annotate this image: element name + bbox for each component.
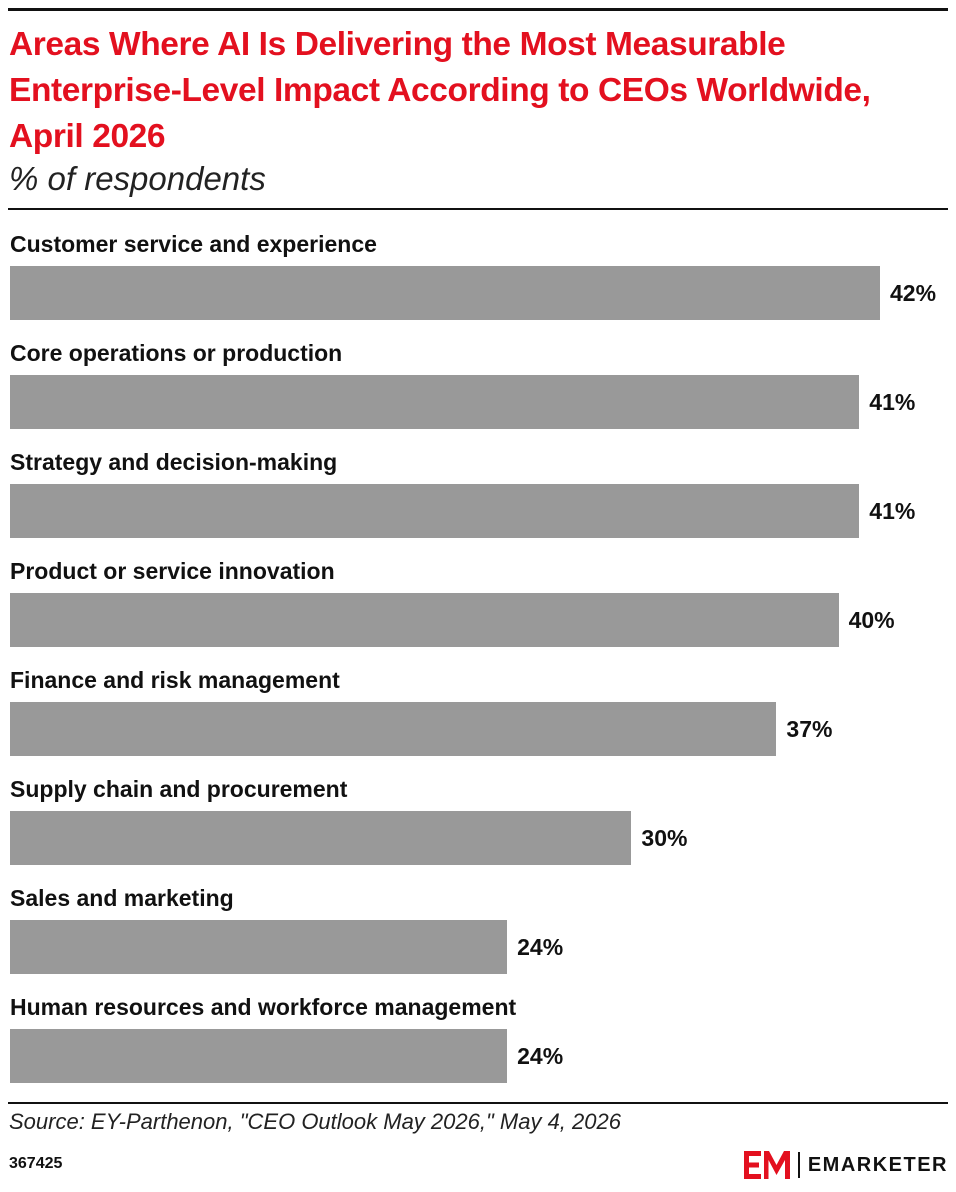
chart-title: Areas Where AI Is Delivering the Most Me…	[9, 26, 871, 155]
footer-rule	[8, 1102, 948, 1104]
bar	[10, 920, 508, 974]
brand-divider	[797, 1152, 800, 1178]
category-label: Finance and risk management	[10, 667, 340, 693]
category-label: Human resources and workforce management	[10, 994, 517, 1020]
category-label: Product or service innovation	[10, 558, 335, 584]
category-label: Strategy and decision-making	[10, 449, 338, 475]
source-note: Source: EY-Parthenon, "CEO Outlook May 2…	[9, 1109, 621, 1134]
bar	[10, 266, 880, 320]
chart-id: 367425	[9, 1155, 63, 1172]
bar	[10, 702, 777, 756]
value-label: 24%	[517, 934, 564, 960]
top-rule	[8, 8, 948, 11]
category-label: Core operations or production	[10, 340, 343, 366]
bar	[10, 1029, 508, 1083]
category-label: Customer service and experience	[10, 231, 377, 257]
brand-logo: EMARKETER	[743, 1150, 948, 1180]
value-label: 30%	[641, 825, 688, 851]
category-label: Supply chain and procurement	[10, 776, 348, 802]
header-rule	[8, 208, 948, 210]
bar	[10, 593, 839, 647]
value-label: 40%	[848, 607, 895, 633]
bar	[10, 811, 632, 865]
bar	[10, 375, 860, 429]
value-label: 37%	[786, 716, 833, 742]
value-label: 41%	[869, 498, 916, 524]
category-label: Sales and marketing	[10, 885, 234, 911]
value-label: 42%	[890, 280, 937, 306]
em-logo-icon	[743, 1151, 790, 1179]
chart-subtitle: % of respondents	[9, 160, 266, 197]
bar	[10, 484, 860, 538]
brand-name: EMARKETER	[807, 1153, 948, 1176]
value-label: 24%	[517, 1043, 564, 1069]
value-label: 41%	[869, 389, 916, 415]
